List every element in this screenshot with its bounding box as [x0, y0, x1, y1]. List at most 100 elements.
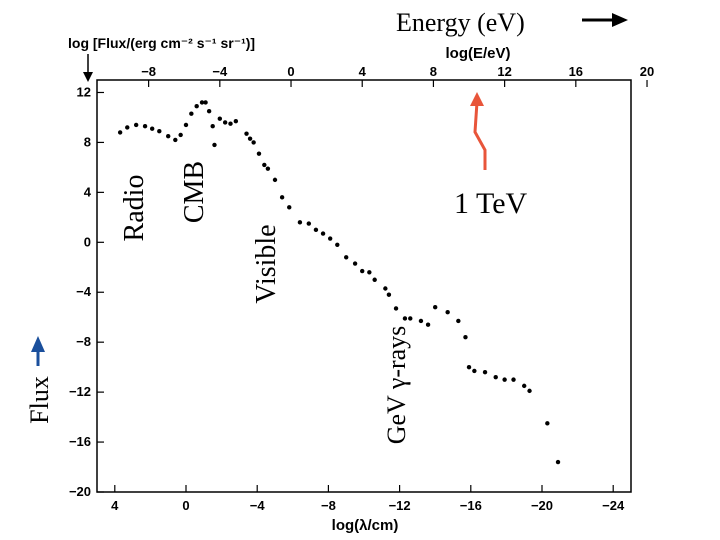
data-point [367, 270, 372, 275]
data-point [178, 132, 183, 138]
data-point [173, 137, 178, 143]
x-tick-label: −4 [250, 498, 266, 513]
data-point [393, 306, 399, 311]
data-point [166, 133, 171, 139]
data-point [327, 236, 333, 241]
data-point [472, 368, 477, 374]
data-point [233, 119, 239, 124]
radio-label: Radio [119, 175, 150, 242]
data-point [203, 100, 208, 105]
data-point [386, 292, 392, 297]
data-point [408, 316, 413, 321]
lightning-arrow-icon [470, 92, 487, 170]
data-point [402, 316, 408, 321]
x2-tick-label: −4 [212, 64, 228, 79]
x2-axis-label: log(E/eV) [445, 45, 510, 62]
data-point [251, 140, 256, 145]
x-tick-label: −12 [389, 498, 411, 513]
data-points [117, 100, 561, 465]
flux-label: Flux [25, 376, 54, 424]
data-point [418, 318, 424, 324]
data-point [142, 123, 148, 129]
flux-formula-label: log [Flux/(erg cm⁻² s⁻¹ sr⁻¹)] [68, 35, 255, 51]
data-point [157, 128, 162, 134]
data-point [206, 109, 212, 114]
data-point [265, 166, 271, 171]
x2-tick-label: 4 [359, 64, 367, 79]
data-point [555, 459, 561, 465]
visible-label: Visible [251, 224, 282, 303]
tev-label: 1 TeV [454, 187, 528, 220]
y-axis-ticks: 12 8 4 0 −4 −8 −12 −16 −20 [69, 84, 104, 499]
data-point [306, 221, 312, 226]
x2-axis-ticks: −8 −4 0 4 8 12 16 20 [141, 64, 654, 87]
data-point [228, 121, 233, 126]
x2-tick-label: 12 [497, 64, 511, 79]
y-tick-label: 12 [77, 84, 91, 99]
data-point [383, 286, 388, 291]
y-tick-label: −12 [69, 384, 91, 399]
data-point [313, 227, 319, 233]
cmb-label: CMB [179, 161, 210, 223]
data-point [297, 220, 303, 225]
data-point [527, 388, 532, 394]
data-point [344, 255, 349, 260]
data-point [320, 231, 326, 236]
data-point [482, 369, 488, 375]
data-point [194, 104, 199, 109]
x2-tick-label: 20 [640, 64, 654, 79]
data-point [511, 377, 516, 382]
x-axis-ticks: 4 0 −4 −8 −12 −16 −20 −24 [111, 485, 625, 513]
y-tick-label: −20 [69, 484, 91, 499]
y-tick-label: 4 [84, 184, 92, 199]
x2-tick-label: 0 [287, 64, 294, 79]
data-point [335, 242, 340, 247]
x-tick-label: −8 [321, 498, 336, 513]
data-point [256, 151, 262, 156]
data-point [247, 136, 253, 141]
y-tick-label: −4 [76, 284, 92, 299]
data-point [183, 122, 189, 128]
x-tick-label: 4 [111, 498, 119, 513]
plot-frame [96, 79, 632, 493]
data-point [189, 111, 194, 116]
y-tick-label: 8 [84, 134, 91, 149]
data-point [545, 421, 550, 426]
x2-tick-label: 8 [430, 64, 437, 79]
data-point [117, 130, 123, 135]
data-point [222, 120, 228, 125]
data-point [149, 126, 155, 131]
y-tick-label: −8 [76, 334, 91, 349]
x-tick-label: 0 [182, 498, 189, 513]
data-point [493, 374, 498, 380]
x2-tick-label: 16 [569, 64, 583, 79]
data-point [352, 261, 358, 266]
data-point [425, 322, 431, 327]
data-point [217, 116, 223, 121]
data-point [262, 162, 267, 168]
data-point [360, 268, 365, 274]
y-tick-label: −16 [69, 434, 91, 449]
data-point [133, 122, 139, 128]
data-point [502, 377, 507, 382]
gev-label: GeV γ-rays [382, 326, 411, 445]
energy-label: Energy (eV) [396, 8, 525, 37]
data-point [522, 383, 527, 389]
data-point [210, 123, 215, 129]
flux-arrow-icon [31, 336, 45, 366]
data-point [212, 142, 217, 148]
energy-arrow-icon [582, 13, 628, 27]
formula-arrow-icon [83, 54, 93, 82]
data-point [272, 177, 278, 183]
data-point [372, 277, 377, 282]
y-tick-label: 0 [84, 234, 91, 249]
data-point [433, 305, 438, 310]
data-point [463, 334, 468, 340]
data-point [244, 131, 249, 136]
data-point [456, 318, 461, 324]
x-tick-label: −20 [531, 498, 553, 513]
data-point [466, 364, 472, 370]
data-point [199, 100, 205, 105]
x-axis-label: log(λ/cm) [332, 517, 399, 534]
